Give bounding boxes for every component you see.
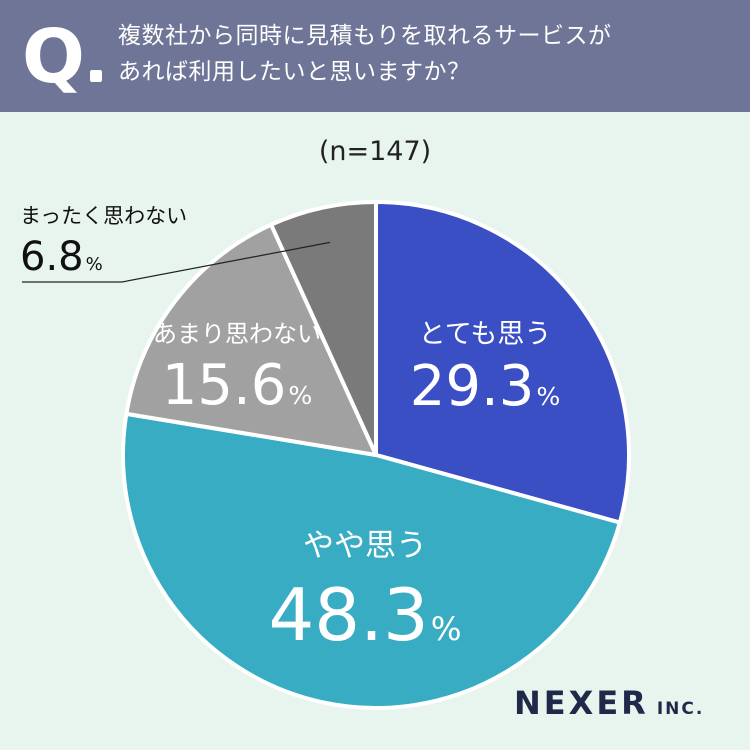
slice-unit-totemo: % [536, 382, 561, 411]
slice-name-yaya: やや思う [303, 528, 427, 564]
slice-value-yaya: 48.3% [230, 573, 500, 671]
slice-label-yaya: やや思う 48.3% [230, 520, 500, 671]
slice-name-amari: あまり思わない [153, 320, 321, 348]
slice-label-totemo: とても思う 29.3% [390, 312, 580, 431]
slice-number-amari: 15.6 [161, 353, 287, 418]
slice-unit-amari: % [288, 381, 313, 410]
slice-amari [124, 222, 378, 457]
q-letter: Q [22, 14, 85, 100]
slice-unit-yaya: % [430, 610, 462, 648]
logo-suffix: INC. [656, 699, 705, 719]
pie-slices [121, 200, 631, 710]
slice-number-totemo: 29.3 [409, 354, 535, 419]
slice-label-amari: あまり思わない 15.6% [112, 314, 362, 429]
slice-value-amari: 15.6% [112, 353, 362, 429]
logo-main: NEXER [514, 684, 649, 722]
slice-yaya [121, 411, 622, 710]
question-line-1: 複数社から同時に見積もりを取れるサービスが [118, 23, 612, 49]
slice-unit-mattaku: % [85, 254, 103, 275]
slice-label-mattaku: まったく思わない 6.8% [20, 200, 250, 290]
sample-size: (n=147) [318, 136, 432, 167]
slice-mattaku [269, 200, 378, 457]
slice-value-mattaku: 6.8% [20, 232, 250, 290]
q-dot [90, 70, 102, 82]
slice-name-mattaku: まったく思わない [20, 204, 188, 228]
question-line-2: あれば利用したいと思いますか？ [118, 59, 471, 85]
slice-totemo [374, 200, 631, 525]
slice-value-totemo: 29.3% [390, 353, 580, 431]
question-text: 複数社から同時に見積もりを取れるサービスが あれば利用したいと思いますか？ [118, 18, 728, 90]
leader-line [121, 241, 331, 283]
question-header: Q 複数社から同時に見積もりを取れるサービスが あれば利用したいと思いますか？ [0, 0, 750, 112]
q-mark: Q [22, 14, 112, 104]
slice-name-totemo: とても思う [418, 319, 552, 350]
slice-number-yaya: 48.3 [268, 573, 429, 657]
slice-number-mattaku: 6.8 [20, 234, 84, 280]
nexer-logo: NEXER INC. [514, 684, 704, 722]
